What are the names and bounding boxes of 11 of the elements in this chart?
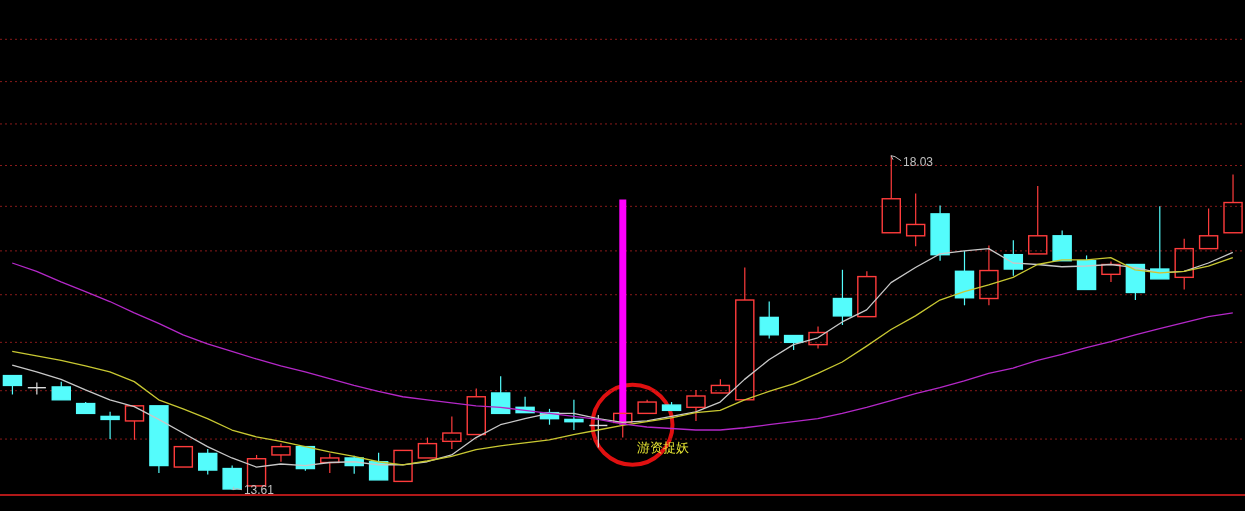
annotation: 18.03 xyxy=(903,154,934,169)
candlestick xyxy=(808,325,828,349)
candlestick xyxy=(271,443,291,463)
candlestick xyxy=(27,381,47,396)
annotation: 13.61 xyxy=(243,482,275,497)
candlestick xyxy=(686,389,706,422)
candlestick xyxy=(442,415,462,450)
candlestick xyxy=(930,204,950,262)
candlestick xyxy=(979,245,999,306)
candlestick xyxy=(100,411,120,440)
candlestick xyxy=(1101,260,1121,283)
